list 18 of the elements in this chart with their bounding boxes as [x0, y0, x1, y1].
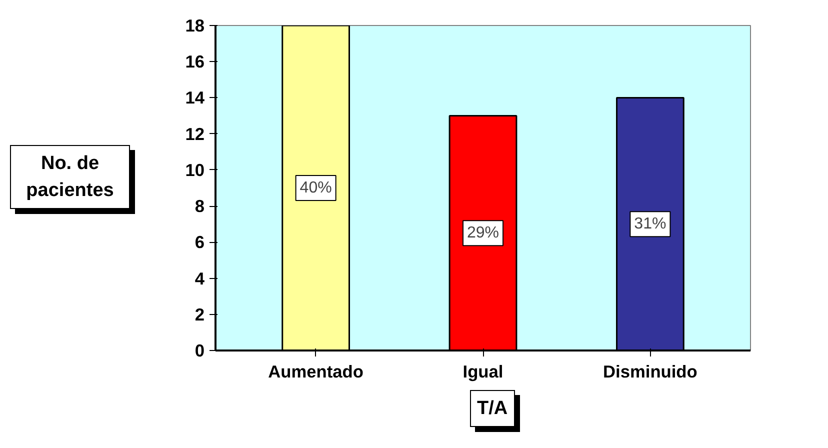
y-tick-label: 2 [194, 304, 205, 324]
y-tick-label: 0 [194, 340, 205, 360]
y-tick-label: 6 [194, 232, 205, 252]
annotation: 40% [300, 180, 332, 196]
y-tick-label: 16 [185, 52, 205, 72]
x-axis-title: T/A [477, 397, 508, 421]
y-tick-label: 18 [185, 16, 205, 36]
y-tick-label: 12 [185, 124, 205, 144]
x-tick-label: Igual [462, 362, 504, 382]
y-tick-label: 10 [185, 160, 205, 180]
y-axis-title: No. de pacientes [25, 152, 115, 204]
annotation: 31% [634, 216, 666, 233]
y-tick-label: 14 [185, 88, 205, 108]
y-tick-label: 8 [194, 196, 205, 216]
y-tick-label: 4 [194, 268, 205, 288]
x-tick-label: Disminuido [603, 362, 698, 382]
x-tick-label: Aumentado [268, 362, 364, 382]
annotation: 29% [466, 224, 500, 242]
